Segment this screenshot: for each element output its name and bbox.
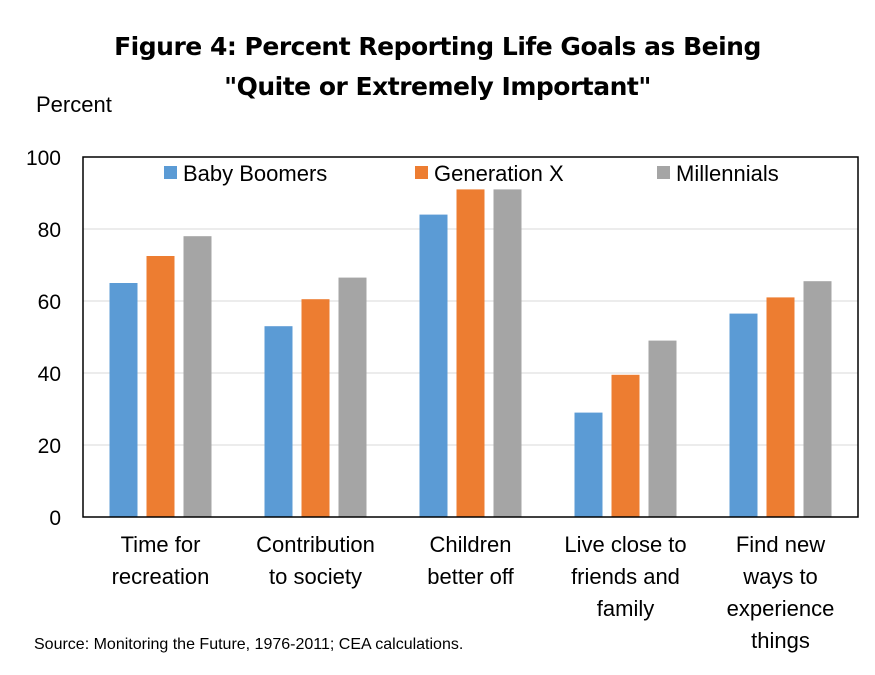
bar-millennials [803,281,832,517]
chart-title-line2: "Quite or Extremely Important" [224,72,651,101]
x-category-label: ways to [742,564,818,589]
bar-generation-x [301,299,330,517]
bar-millennials [338,277,367,517]
y-tick-label: 20 [38,435,61,458]
bar-millennials [648,340,677,517]
x-category-label: friends and [571,564,680,589]
bar-generation-x [146,256,175,517]
x-category-label: experience [727,596,835,621]
y-tick-label: 40 [38,363,61,386]
bar-millennials [183,236,212,517]
x-category-label: to society [269,564,362,589]
bar-baby-boomers [264,326,293,517]
x-category-label: Live close to [564,532,686,557]
legend-label: Baby Boomers [183,161,327,186]
x-category-label: Children [430,532,512,557]
bar-baby-boomers [574,412,603,517]
y-tick-label: 80 [38,219,61,242]
bar-millennials [493,189,522,517]
x-category-label: things [751,628,810,653]
y-tick-label: 60 [38,291,61,314]
x-category-label: better off [427,564,514,589]
y-axis-label: Percent [36,92,112,117]
bar-generation-x [766,297,795,517]
x-category-label: Time for [121,532,201,557]
source-note: Source: Monitoring the Future, 1976-2011… [34,636,464,653]
bar-generation-x [456,189,485,517]
bar-generation-x [611,374,640,517]
x-category-label: Contribution [256,532,375,557]
x-category-label: Find new [736,532,825,557]
chart-title-line1: Figure 4: Percent Reporting Life Goals a… [114,32,761,61]
legend-swatch [164,166,177,179]
legend-label: Millennials [676,161,779,186]
y-tick-label: 100 [26,147,61,170]
x-category-label: recreation [112,564,210,589]
bar-baby-boomers [419,214,448,517]
legend-label: Generation X [434,161,564,186]
legend-swatch [657,166,670,179]
x-category-label: family [597,596,654,621]
bar-baby-boomers [729,313,758,517]
bar-baby-boomers [109,283,138,517]
y-tick-label: 0 [49,507,61,530]
plot-frame [82,156,859,518]
legend-swatch [415,166,428,179]
